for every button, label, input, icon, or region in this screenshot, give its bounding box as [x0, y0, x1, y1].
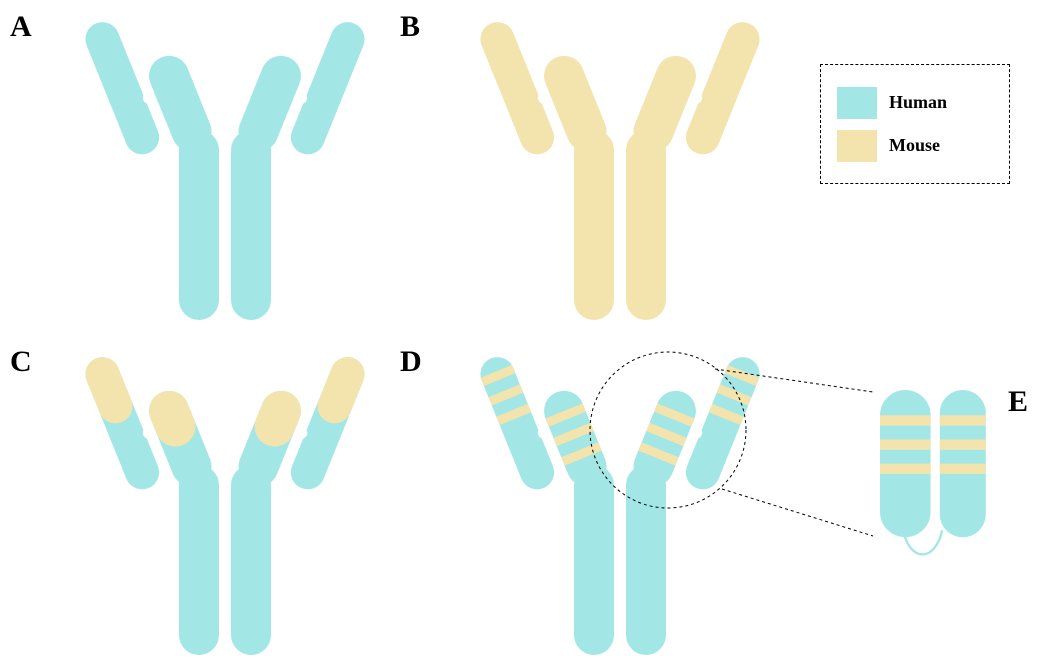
light-chain-R — [681, 352, 765, 495]
heavy-chain-R — [626, 50, 702, 320]
heavy-chain-L — [538, 385, 614, 655]
panel-label-A: A — [10, 10, 32, 44]
heavy-chain-R — [231, 385, 307, 655]
legend-label: Mouse — [889, 135, 940, 156]
heavy-chain-L — [143, 50, 219, 320]
heavy-chain-R — [231, 50, 307, 320]
legend-box: Human Mouse — [820, 64, 1010, 184]
panel-label-C: C — [10, 345, 32, 379]
antibody-C — [45, 345, 405, 665]
light-chain-L — [475, 352, 559, 495]
legend-swatch — [837, 130, 877, 162]
legend-swatch — [837, 87, 877, 119]
figure-canvas: ABCDEHumanMouse — [0, 0, 1050, 668]
legend-label: Human — [889, 92, 947, 113]
panel-e-fab — [880, 390, 986, 554]
heavy-chain-R — [626, 385, 702, 655]
light-chain-R — [286, 352, 370, 495]
antibody-D — [440, 345, 800, 665]
light-chain-L — [80, 17, 164, 160]
light-chain-L — [475, 17, 559, 160]
light-chain-R — [681, 17, 765, 160]
light-chain-L — [80, 352, 164, 495]
light-chain-R — [286, 17, 370, 160]
legend-row: Mouse — [837, 130, 993, 162]
legend-row: Human — [837, 87, 993, 119]
antibody-A — [45, 10, 405, 330]
panel-label-E: E — [1008, 385, 1028, 419]
heavy-chain-L — [538, 50, 614, 320]
antibody-B — [440, 10, 800, 330]
scfv-linker — [903, 530, 942, 554]
heavy-chain-L — [143, 385, 219, 655]
